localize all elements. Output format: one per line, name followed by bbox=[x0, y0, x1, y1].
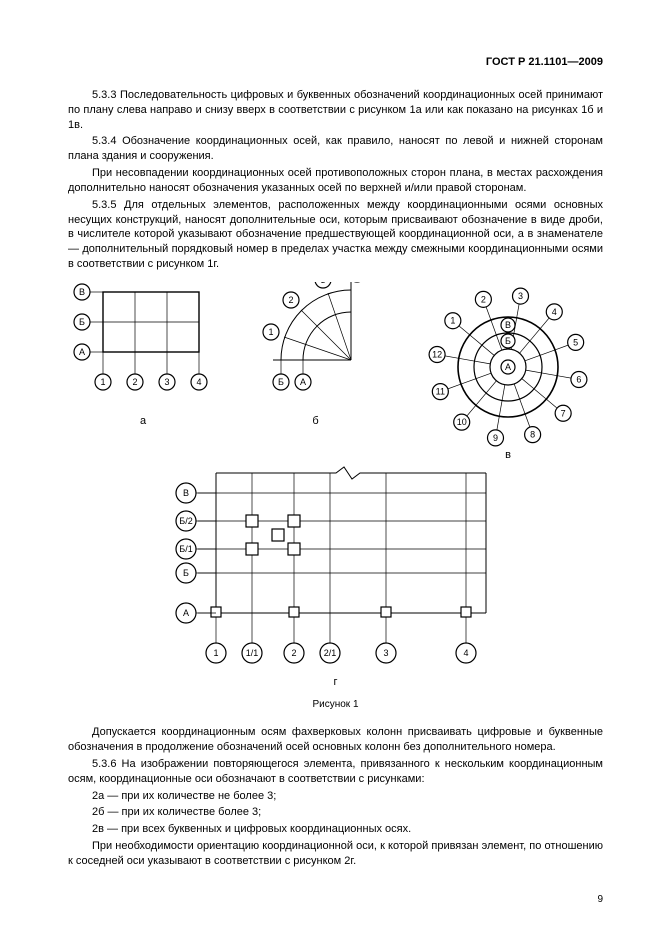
svg-text:10: 10 bbox=[457, 417, 467, 427]
svg-text:8: 8 bbox=[530, 430, 535, 440]
para-2g: При необходимости ориентацию координацио… bbox=[68, 839, 603, 869]
sublabel-a: а bbox=[68, 414, 218, 429]
figure-1b: 1 2 3 4 Б А б bbox=[241, 282, 391, 463]
para-536: 5.3.6 На изображении повторяющегося элем… bbox=[68, 757, 603, 787]
para-534b: При несовпадении координационных осей пр… bbox=[68, 166, 603, 196]
svg-text:3: 3 bbox=[320, 282, 325, 285]
svg-text:А: А bbox=[79, 347, 85, 357]
svg-text:В: В bbox=[182, 488, 188, 498]
svg-text:2: 2 bbox=[481, 294, 486, 304]
svg-text:Б: Б bbox=[79, 317, 85, 327]
page-number: 9 bbox=[597, 893, 603, 907]
svg-text:1: 1 bbox=[100, 377, 105, 387]
svg-text:1: 1 bbox=[268, 327, 273, 337]
figure-1v: 123456789101112АБВ в bbox=[413, 282, 603, 463]
svg-text:4: 4 bbox=[196, 377, 201, 387]
figure-caption: Рисунок 1 bbox=[68, 698, 603, 712]
svg-text:5: 5 bbox=[573, 337, 578, 347]
svg-text:В: В bbox=[505, 320, 511, 330]
svg-text:1: 1 bbox=[213, 648, 218, 658]
para-534: 5.3.4 Обозначение координационных осей, … bbox=[68, 134, 603, 164]
svg-text:Б: Б bbox=[183, 568, 189, 578]
svg-text:Б: Б bbox=[505, 336, 511, 346]
svg-text:6: 6 bbox=[576, 374, 581, 384]
para-2b: 2б — при их количестве более 3; bbox=[68, 805, 603, 820]
svg-text:В: В bbox=[79, 287, 85, 297]
svg-text:2: 2 bbox=[132, 377, 137, 387]
figure-1g: В Б/2 Б/1 Б А 1 1/1 2 2/1 3 4 г bbox=[68, 463, 603, 690]
svg-text:2: 2 bbox=[291, 648, 296, 658]
svg-text:1/1: 1/1 bbox=[245, 648, 258, 658]
svg-text:2/1: 2/1 bbox=[323, 648, 336, 658]
para-535b: Допускается координационным осям фахверк… bbox=[68, 725, 603, 755]
svg-text:2: 2 bbox=[288, 295, 293, 305]
svg-text:9: 9 bbox=[493, 433, 498, 443]
svg-text:12: 12 bbox=[432, 349, 442, 359]
para-2a: 2а — при их количестве не более 3; bbox=[68, 789, 603, 804]
svg-text:1: 1 bbox=[450, 316, 455, 326]
para-2v: 2в — при всех буквенных и цифровых коорд… bbox=[68, 822, 603, 837]
svg-text:А: А bbox=[299, 377, 305, 387]
svg-text:А: А bbox=[505, 362, 511, 372]
svg-text:4: 4 bbox=[463, 648, 468, 658]
sublabel-g: г bbox=[156, 675, 516, 690]
figure-1a: В Б А 1 2 3 4 а bbox=[68, 282, 218, 463]
svg-text:11: 11 bbox=[436, 387, 445, 397]
svg-text:Б/1: Б/1 bbox=[179, 544, 192, 554]
para-533: 5.3.3 Последовательность цифровых и букв… bbox=[68, 88, 603, 133]
sublabel-v: в bbox=[413, 448, 603, 463]
figure-1-row1: В Б А 1 2 3 4 а bbox=[68, 282, 603, 463]
svg-text:3: 3 bbox=[518, 291, 523, 301]
sublabel-b: б bbox=[241, 414, 391, 429]
svg-text:4: 4 bbox=[552, 307, 557, 317]
svg-text:7: 7 bbox=[561, 408, 566, 418]
svg-text:3: 3 bbox=[383, 648, 388, 658]
svg-text:Б/2: Б/2 bbox=[179, 516, 192, 526]
doc-header: ГОСТ Р 21.1101—2009 bbox=[68, 55, 603, 70]
svg-text:3: 3 bbox=[164, 377, 169, 387]
para-535: 5.3.5 Для отдельных элементов, расположе… bbox=[68, 198, 603, 272]
svg-text:Б: Б bbox=[278, 377, 284, 387]
svg-text:А: А bbox=[182, 608, 188, 618]
